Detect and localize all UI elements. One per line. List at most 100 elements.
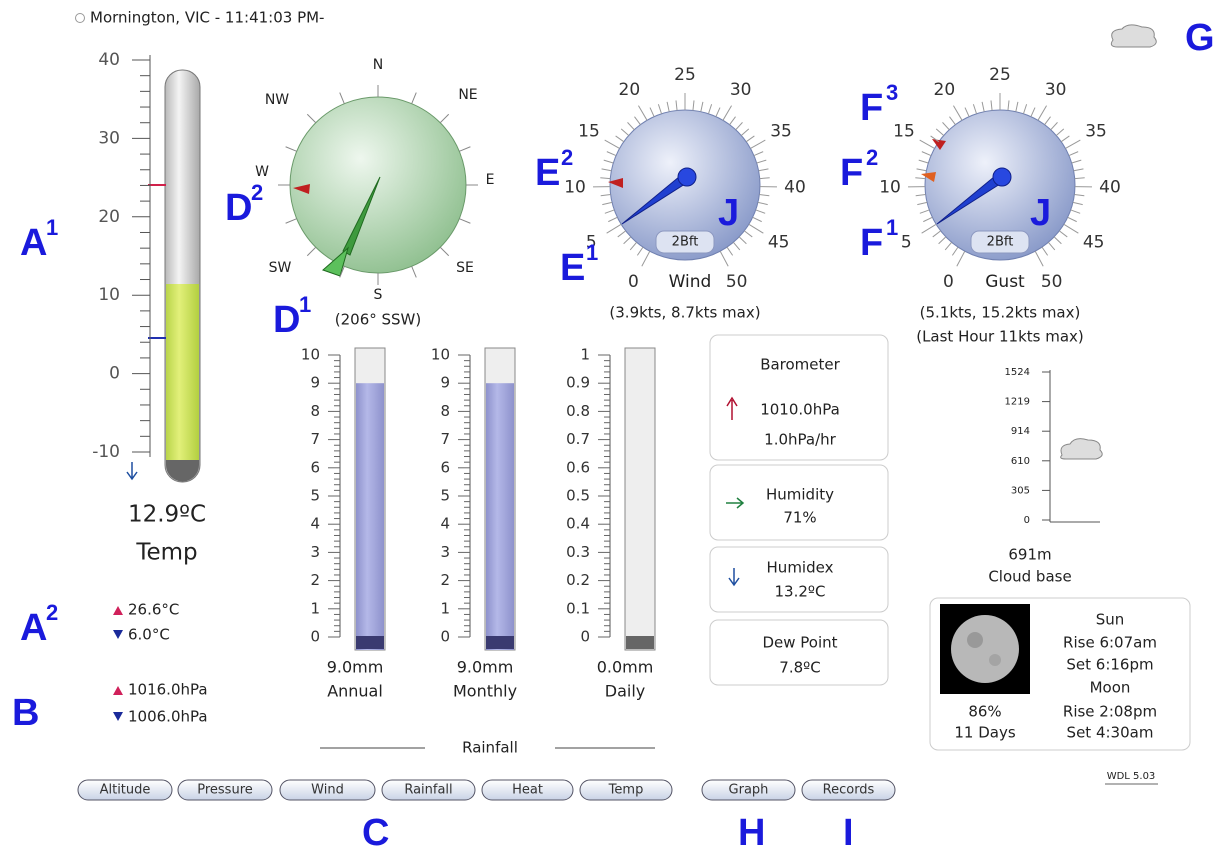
annotation: C <box>362 812 389 852</box>
rain-tick-label: 7 <box>310 430 320 448</box>
button[interactable] <box>579 779 673 801</box>
compass-label: SW <box>269 260 292 276</box>
card-title: Humidity <box>766 486 834 504</box>
button[interactable] <box>381 779 476 801</box>
gust-tick-label: 15 <box>893 121 915 141</box>
button-label[interactable]: Graph <box>729 783 769 798</box>
button-label[interactable]: Pressure <box>197 783 253 798</box>
wind-tick-label: 5 <box>586 233 597 253</box>
thermo-tick-label: -10 <box>92 442 120 462</box>
button-label[interactable]: Wind <box>311 783 344 798</box>
wind-tick <box>745 135 755 143</box>
wind-tick <box>735 122 743 131</box>
rain-tick-label: 0.9 <box>566 374 590 392</box>
rain-tick-label: 0.6 <box>566 458 590 476</box>
wind-reading: (3.9kts, 8.7kts max) <box>609 304 760 322</box>
up-triangle <box>113 686 123 695</box>
card-line: 7.8ºC <box>779 659 820 677</box>
gust-badge-box <box>970 230 1030 254</box>
annotation: E <box>560 247 585 289</box>
rain-tick-label: 0.8 <box>566 402 590 420</box>
compass-tick <box>439 113 450 124</box>
thermometer <box>126 69 201 483</box>
button[interactable] <box>77 779 173 801</box>
compass-dial <box>289 96 467 274</box>
gust-reading: (5.1kts, 15.2kts max) <box>920 304 1081 322</box>
card-box <box>709 619 889 686</box>
temp-high: 26.6°C <box>128 601 179 619</box>
rain-tick-label: 0.5 <box>566 487 590 505</box>
wind-tick <box>657 104 663 114</box>
button[interactable] <box>481 779 574 801</box>
rain-tick-label: 6 <box>440 458 450 476</box>
wind-tick <box>758 168 769 172</box>
gust-tick <box>1030 107 1036 117</box>
trend-arrow <box>126 462 138 481</box>
gust-tick <box>923 216 933 223</box>
button[interactable] <box>279 779 376 801</box>
annotation: D <box>273 299 300 341</box>
gust-tick <box>1007 100 1010 111</box>
rain-tick-label: 0.2 <box>566 571 590 589</box>
compass-tick <box>459 146 471 152</box>
rain-tick-label: 0.7 <box>566 430 590 448</box>
wind-tick <box>601 168 612 172</box>
annotation-sup: 1 <box>299 292 311 317</box>
compass-label: S <box>374 287 383 303</box>
wind-tick <box>620 128 630 136</box>
gust-tick-label: 40 <box>1099 177 1121 197</box>
astro-line: Moon <box>1090 679 1131 697</box>
button-label[interactable]: Altitude <box>100 783 151 798</box>
button-label[interactable]: Records <box>823 783 875 798</box>
gust-tick <box>981 101 985 112</box>
wind-tick <box>738 236 747 245</box>
wind-tick-label: 10 <box>564 177 586 197</box>
gust-tick <box>1055 128 1065 136</box>
gust-tick <box>1044 116 1051 125</box>
button-label[interactable]: Heat <box>512 783 543 798</box>
thermo-bulb <box>166 460 199 482</box>
button-label[interactable]: Rainfall <box>404 783 452 798</box>
card-title: Dew Point <box>762 634 837 652</box>
wind-tick <box>623 236 632 245</box>
gust-tick <box>915 194 926 197</box>
cards <box>709 334 889 686</box>
button-label[interactable]: Temp <box>608 783 644 798</box>
wind-tick <box>729 116 736 125</box>
button[interactable] <box>177 779 273 801</box>
rain-tick-label: 8 <box>440 402 450 420</box>
card-box <box>709 546 889 613</box>
wind-tick <box>617 230 626 238</box>
moon-disc <box>951 615 1019 683</box>
wind-tick <box>675 100 678 111</box>
compass-label: E <box>486 172 495 188</box>
wind-tick <box>600 194 611 197</box>
button[interactable] <box>801 779 896 801</box>
pressure-trend <box>726 396 738 420</box>
wind-badge: 2Bft <box>672 235 699 250</box>
gust-tick <box>938 236 947 245</box>
thermo-tick-label: 10 <box>98 285 120 305</box>
rain-value: 9.0mm <box>327 658 384 677</box>
gust-tick-label: 50 <box>1041 272 1063 292</box>
wind-tick <box>719 250 729 267</box>
gust-tick-label: 10 <box>879 177 901 197</box>
wind-tick <box>634 116 641 125</box>
gust-tick-label: 45 <box>1083 233 1105 253</box>
annotation-sup: 2 <box>866 145 878 170</box>
button[interactable] <box>701 779 796 801</box>
gust-tick-label: 25 <box>989 65 1011 85</box>
gust-tick <box>949 116 956 125</box>
up-triangle <box>113 606 123 615</box>
gust-last-hour: (Last Hour 11kts max) <box>916 328 1084 346</box>
gust-max-marker <box>932 139 946 150</box>
wind-tick <box>604 209 615 214</box>
wind-tick <box>700 101 704 112</box>
rain-tick-label: 10 <box>301 346 320 364</box>
wind-tick-label: 45 <box>768 233 790 253</box>
gust-tick <box>1071 159 1082 164</box>
location: Mornington, VIC - 11:41:03 PM- <box>90 9 324 27</box>
gust-tick <box>921 223 937 234</box>
gust-tick <box>915 177 926 180</box>
humidity-trend <box>726 497 745 509</box>
